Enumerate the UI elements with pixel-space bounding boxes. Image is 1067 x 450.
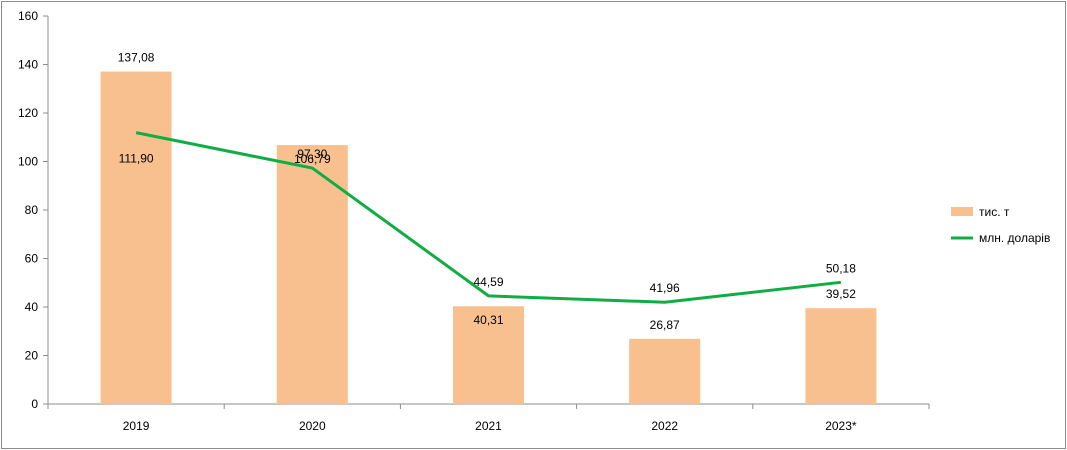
line-data-label: 111,90	[119, 152, 154, 166]
bar-data-label: 39,52	[826, 287, 856, 301]
legend-label-line: млн. доларів	[979, 231, 1050, 245]
y-tick-label: 160	[18, 9, 38, 23]
y-tick-label: 120	[18, 106, 38, 120]
bar	[100, 71, 172, 405]
line-series-path	[135, 131, 842, 304]
y-tick-label: 100	[18, 155, 38, 169]
bar-data-label: 40,31	[473, 313, 503, 327]
bar	[453, 306, 524, 404]
bar	[276, 145, 348, 405]
bar-data-label: 137,08	[118, 51, 155, 65]
y-tick-label: 40	[25, 300, 39, 314]
line-data-label: 97,30	[297, 147, 327, 161]
y-tick-label: 60	[25, 252, 39, 266]
y-tick-label: 20	[25, 349, 39, 363]
legend-label-bar: тис. т	[979, 205, 1010, 219]
line-data-label: 41,96	[650, 281, 680, 295]
y-tick-label: 0	[31, 397, 38, 411]
y-tick-label: 80	[25, 203, 39, 217]
bar-data-label: 26,87	[650, 318, 680, 332]
x-tick-label: 2023*	[825, 419, 857, 433]
legend: тис. т млн. доларів	[951, 205, 1050, 245]
y-tick-label: 140	[18, 58, 38, 72]
line-data-label: 44,59	[473, 275, 503, 289]
bar	[805, 308, 877, 404]
x-tick-label: 2020	[299, 419, 326, 433]
bar	[629, 338, 701, 404]
bar-data-label: 106,79	[294, 152, 331, 166]
legend-swatch-bar	[951, 207, 973, 216]
line-data-label: 50,18	[826, 261, 856, 275]
x-tick-label: 2019	[123, 419, 150, 433]
x-tick-label: 2022	[651, 419, 678, 433]
x-tick-label: 2021	[475, 419, 502, 433]
